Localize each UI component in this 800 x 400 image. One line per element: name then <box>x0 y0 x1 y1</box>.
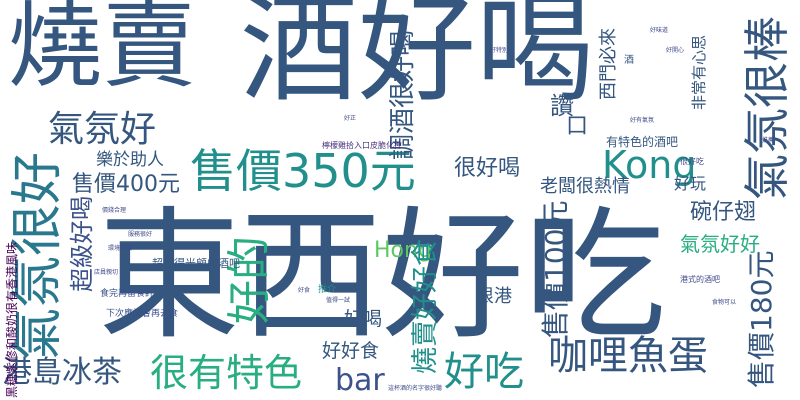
cloud-word: 東西好吃 <box>98 194 666 359</box>
cloud-word: 售價180元 <box>745 250 778 388</box>
cloud-word: 酒 <box>624 55 634 66</box>
cloud-word: 咖哩魚蛋 <box>548 333 708 379</box>
cloud-word: 好正 <box>344 115 357 122</box>
cloud-word: 港島冰茶 <box>2 355 122 390</box>
cloud-word: 好有氣氛 <box>630 117 655 124</box>
cloud-word: 這杯酒的名字很好聽 <box>388 385 443 392</box>
cloud-word: 有特色的酒吧 <box>606 135 679 149</box>
cloud-word: 港式的酒吧 <box>680 275 720 284</box>
cloud-word: 氣氛好 <box>48 109 157 150</box>
cloud-word: 推薦 <box>762 137 775 144</box>
cloud-word: 服務很好 <box>128 231 153 238</box>
cloud-word: 檸檬雞拾入口皮脆化掉 <box>322 141 402 150</box>
cloud-word: 食物可以 <box>712 299 737 306</box>
cloud-word: 很港 <box>476 286 512 307</box>
cloud-word: 氣氛很棒 <box>740 16 794 200</box>
cloud-word: 好玩 <box>674 174 707 193</box>
cloud-word: 讚 <box>550 92 574 120</box>
cloud-word: 很好喝 <box>454 156 521 181</box>
cloud-word: 酒好喝 <box>240 0 595 118</box>
cloud-word: 好的 <box>224 236 275 324</box>
cloud-word: bar <box>335 363 385 398</box>
cloud-word: 價錢合理 <box>102 207 127 214</box>
cloud-word: 黑糖紫修和酸奶很有香港風味 <box>5 241 19 398</box>
cloud-word: 好特別 <box>490 47 509 54</box>
cloud-word: 碗仔翅 <box>690 200 757 225</box>
cloud-word: 好喝 <box>344 308 383 330</box>
cloud-word: 很有特色 <box>150 351 303 395</box>
cloud-word: 推介 <box>318 285 337 295</box>
cloud-word: 西門必來 <box>598 28 619 100</box>
cloud-word: 口 <box>566 114 589 139</box>
cloud-word: 值得一試 <box>326 297 351 304</box>
cloud-word: 好吃 <box>444 349 524 395</box>
cloud-word: 非常有心思 <box>690 34 708 110</box>
cloud-word: 下次應該會再去食 <box>106 309 179 319</box>
cloud-word: 超值得光顧的酒吧 <box>152 257 240 270</box>
cloud-word: 好好食 <box>322 340 380 362</box>
cloud-word: 好開心 <box>666 47 685 54</box>
cloud-word: 售價350元 <box>190 144 416 198</box>
cloud-word: 燒賣好好食 <box>410 239 441 374</box>
cloud-word: 超級好喝 <box>68 196 96 292</box>
cloud-word: 售價100元 <box>539 200 572 338</box>
cloud-word: 環境舒服 <box>108 245 133 252</box>
cloud-word: 好食 <box>298 287 311 294</box>
cloud-word: 售價400元 <box>72 172 180 197</box>
cloud-word: 燒賣 <box>8 0 197 101</box>
cloud-word: 樂於助人 <box>96 150 164 170</box>
cloud-word: Hong <box>374 238 432 263</box>
cloud-word: 很好吃 <box>680 157 704 166</box>
cloud-word: 氣氛很好 <box>8 151 68 360</box>
cloud-word: 食完再留食評 <box>100 289 155 299</box>
cloud-word: Kong <box>602 143 697 187</box>
cloud-word: 好味道 <box>650 27 669 34</box>
cloud-word: 老闆很熱情 <box>540 176 630 197</box>
cloud-word: 店員親切 <box>94 269 119 276</box>
cloud-word: 氣氛好好 <box>680 232 760 256</box>
